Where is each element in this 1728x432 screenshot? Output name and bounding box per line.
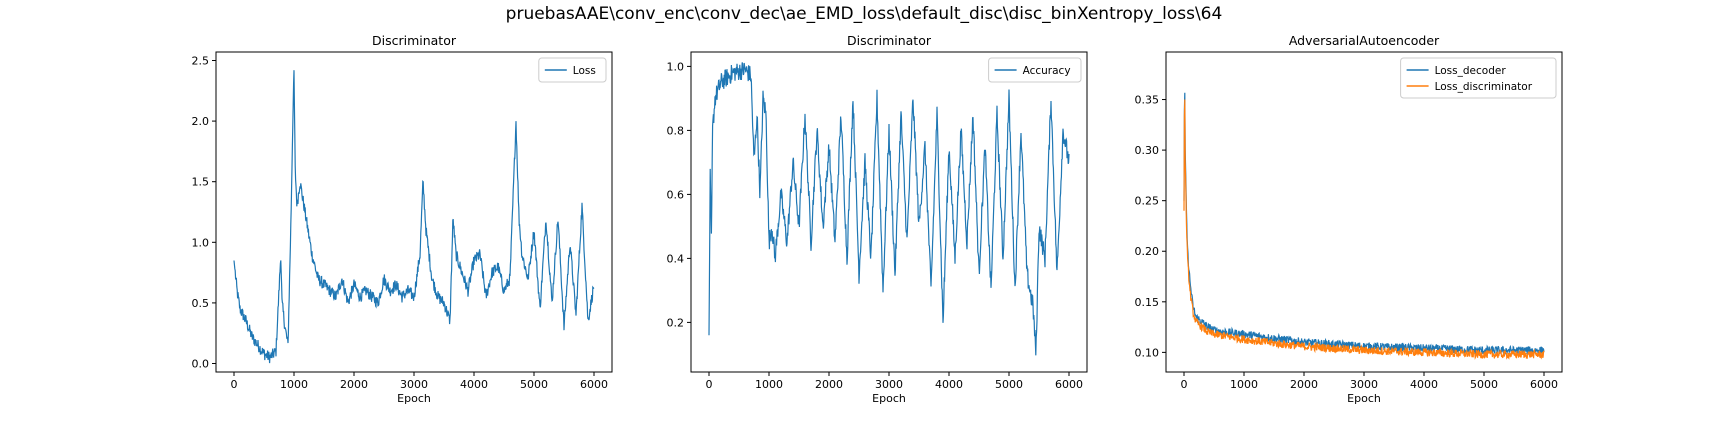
legend-label: Loss_discriminator <box>1435 81 1533 93</box>
x-axis-label: Epoch <box>872 392 906 405</box>
x-tick-label: 4000 <box>460 378 488 391</box>
x-tick-label: 4000 <box>1410 378 1438 391</box>
x-tick-label: 1000 <box>280 378 308 391</box>
y-tick-label: 0.35 <box>1135 94 1160 107</box>
y-tick-label: 0.8 <box>667 124 685 137</box>
y-tick-label: 0.0 <box>192 358 210 371</box>
chart-panel-1: 0 1000 2000 3000 4000 5000 6000 0.0 0.5 1.0 1.5 2.0… <box>192 33 613 405</box>
series-line-loss <box>233 70 595 364</box>
series-line-accuracy <box>708 62 1070 356</box>
chart-title: AdversarialAutoencoder <box>1289 33 1440 48</box>
y-tick-label: 0.30 <box>1135 144 1160 157</box>
x-tick-label: 0 <box>231 378 238 391</box>
series-line-loss-decoder <box>1183 92 1545 356</box>
axes-frame <box>1165 51 1563 373</box>
x-tick-label: 1000 <box>1230 378 1258 391</box>
x-tick-label: 6000 <box>580 378 608 391</box>
x-tick-label: 0 <box>706 378 713 391</box>
y-tick-label: 1.0 <box>192 236 210 249</box>
y-tick-label: 2.0 <box>192 115 210 128</box>
y-tick-label: 0.5 <box>192 297 210 310</box>
y-tick-label: 1.5 <box>192 176 210 189</box>
x-tick-label: 1000 <box>755 378 783 391</box>
chart-panel-2: 0 1000 2000 3000 4000 5000 6000 0.2 0.4 0.6 0.8 1.0… <box>667 33 1088 405</box>
figure-suptitle: pruebasAAE\conv_enc\conv_dec\ae_EMD_loss… <box>505 4 1223 24</box>
y-tick-label: 0.25 <box>1135 195 1160 208</box>
series-line-loss-discriminator <box>1183 99 1545 360</box>
axes-frame <box>690 51 1088 373</box>
y-tick-label: 0.4 <box>667 252 685 265</box>
x-tick-label: 2000 <box>815 378 843 391</box>
y-tick-label: 1.0 <box>667 60 685 73</box>
x-tick-label: 5000 <box>995 378 1023 391</box>
legend: Loss <box>538 57 607 83</box>
legend: Loss_decoder Loss_discriminator <box>1400 57 1557 99</box>
x-tick-label: 6000 <box>1055 378 1083 391</box>
y-tick-label: 0.10 <box>1135 346 1160 359</box>
y-tick-label: 0.2 <box>667 316 685 329</box>
y-tick-label: 0.6 <box>667 188 685 201</box>
x-tick-label: 3000 <box>875 378 903 391</box>
y-tick-label: 0.15 <box>1135 296 1160 309</box>
x-tick-label: 3000 <box>400 378 428 391</box>
legend-box <box>1400 57 1557 99</box>
x-tick-label: 5000 <box>520 378 548 391</box>
x-tick-label: 0 <box>1181 378 1188 391</box>
chart-title: Discriminator <box>372 33 457 48</box>
legend-label: Accuracy <box>1023 65 1071 77</box>
x-tick-label: 2000 <box>340 378 368 391</box>
x-tick-label: 5000 <box>1470 378 1498 391</box>
axes-frame <box>215 51 613 373</box>
y-tick-label: 0.20 <box>1135 245 1160 258</box>
legend-label: Loss <box>573 65 596 77</box>
x-tick-label: 3000 <box>1350 378 1378 391</box>
chart-panel-3: 0 1000 2000 3000 4000 5000 6000 0.10 0.15 0.20 0.2… <box>1135 33 1563 405</box>
chart-title: Discriminator <box>847 33 932 48</box>
legend-label: Loss_decoder <box>1435 65 1507 77</box>
legend-box <box>988 57 1082 83</box>
x-axis-label: Epoch <box>1347 392 1381 405</box>
legend: Accuracy <box>988 57 1082 83</box>
y-tick-label: 2.5 <box>192 54 210 67</box>
x-tick-label: 2000 <box>1290 378 1318 391</box>
x-axis-label: Epoch <box>397 392 431 405</box>
x-tick-label: 4000 <box>935 378 963 391</box>
legend-box <box>538 57 607 83</box>
x-tick-label: 6000 <box>1530 378 1558 391</box>
